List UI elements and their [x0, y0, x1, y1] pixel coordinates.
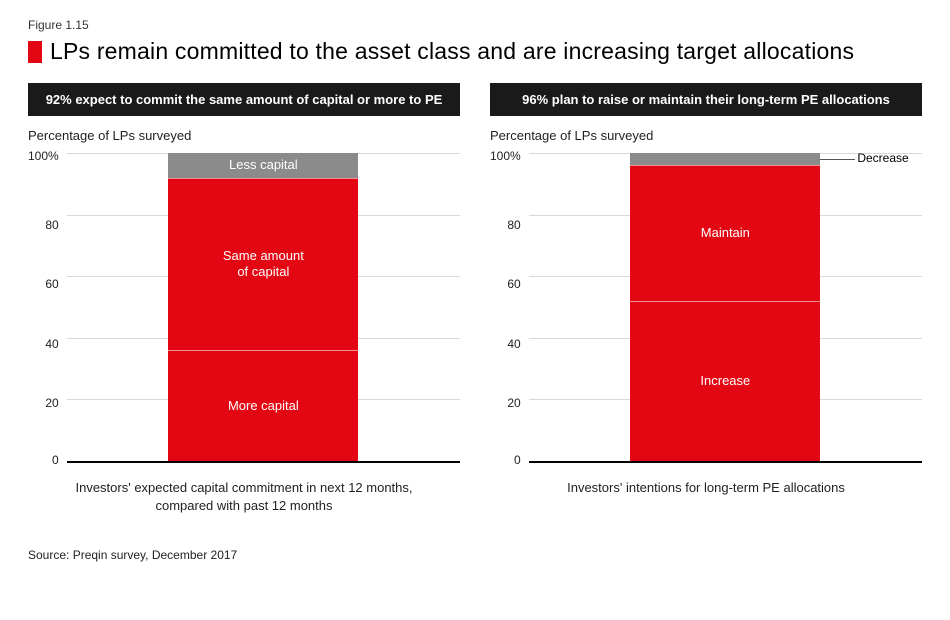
segment-label: Increase	[700, 373, 750, 389]
segment-increase: Increase	[630, 301, 820, 461]
accent-marker	[28, 41, 42, 63]
figure-number: Figure 1.15	[28, 18, 922, 32]
y-axis-label-right: Percentage of LPs surveyed	[490, 128, 922, 143]
panel-left: 92% expect to commit the same amount of …	[28, 83, 460, 514]
x-caption-right: Investors' intentions for long-term PE a…	[490, 479, 922, 497]
segment-more-capital: More capital	[168, 350, 358, 461]
panel-right-header: 96% plan to raise or maintain their long…	[490, 83, 922, 116]
segment-label: Maintain	[701, 225, 750, 241]
title-row: LPs remain committed to the asset class …	[28, 38, 922, 65]
y-tick: 100%	[28, 150, 59, 162]
panel-right: 96% plan to raise or maintain their long…	[490, 83, 922, 514]
source-note: Source: Preqin survey, December 2017	[28, 548, 922, 562]
plot-left: Less capital Same amountof capital More …	[67, 153, 460, 463]
plot-right: Decrease Maintain Increase	[529, 153, 922, 463]
segment-less-capital: Less capital	[168, 153, 358, 178]
segment-maintain: Maintain	[630, 165, 820, 301]
y-tick: 80	[45, 219, 58, 231]
charts-container: 92% expect to commit the same amount of …	[28, 83, 922, 514]
y-axis-label-left: Percentage of LPs surveyed	[28, 128, 460, 143]
y-tick: 100%	[490, 150, 521, 162]
y-tick: 20	[45, 397, 58, 409]
segment-label: Less capital	[229, 157, 298, 173]
y-axis-left: 100% 80 60 40 20 0	[28, 153, 67, 463]
y-tick: 0	[514, 454, 521, 466]
plot-wrap-left: 100% 80 60 40 20 0 Less capital Sa	[28, 153, 460, 463]
segment-same-capital: Same amountof capital	[168, 178, 358, 350]
stacked-bar-left: Less capital Same amountof capital More …	[168, 153, 358, 461]
y-tick: 40	[507, 338, 520, 350]
segment-label: Same amountof capital	[223, 248, 304, 281]
y-tick: 80	[507, 219, 520, 231]
segment-label: More capital	[228, 398, 299, 414]
panel-left-header: 92% expect to commit the same amount of …	[28, 83, 460, 116]
y-tick: 60	[45, 278, 58, 290]
y-tick: 20	[507, 397, 520, 409]
y-axis-right: 100% 80 60 40 20 0	[490, 153, 529, 463]
y-tick: 0	[52, 454, 59, 466]
stacked-bar-right: Maintain Increase	[630, 153, 820, 461]
y-tick: 60	[507, 278, 520, 290]
main-title: LPs remain committed to the asset class …	[50, 38, 854, 65]
x-caption-left: Investors' expected capital commitment i…	[28, 479, 460, 514]
plot-wrap-right: 100% 80 60 40 20 0 Decrease Ma	[490, 153, 922, 463]
callout-decrease: Decrease	[857, 151, 908, 165]
y-tick: 40	[45, 338, 58, 350]
segment-decrease	[630, 153, 820, 165]
